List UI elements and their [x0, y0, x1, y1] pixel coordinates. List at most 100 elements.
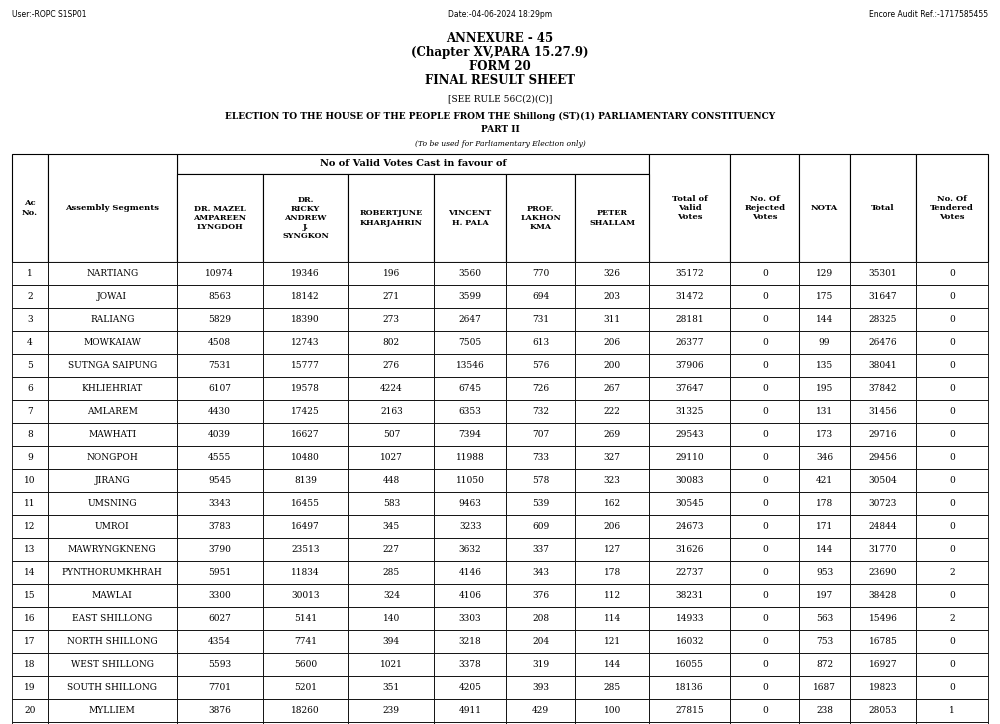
Text: 29110: 29110 — [675, 453, 704, 462]
Bar — [799, 354, 850, 377]
Text: 26377: 26377 — [675, 338, 704, 347]
Bar — [506, 584, 575, 607]
Bar — [48, 308, 177, 331]
Bar — [12, 515, 48, 538]
Bar — [177, 285, 263, 308]
Text: 5: 5 — [27, 361, 33, 370]
Text: 0: 0 — [762, 453, 768, 462]
Text: 121: 121 — [604, 637, 621, 646]
Bar — [348, 561, 434, 584]
Text: 0: 0 — [762, 499, 768, 508]
Text: 18142: 18142 — [291, 292, 320, 301]
Bar — [434, 423, 506, 446]
Text: 11050: 11050 — [456, 476, 485, 485]
Text: 99: 99 — [819, 338, 830, 347]
Text: 0: 0 — [949, 476, 955, 485]
Text: 23513: 23513 — [291, 545, 320, 554]
Text: Total: Total — [871, 204, 895, 212]
Bar — [177, 469, 263, 492]
Bar — [48, 722, 177, 724]
Text: 17: 17 — [24, 637, 36, 646]
Text: Date:-04-06-2024 18:29pm: Date:-04-06-2024 18:29pm — [448, 10, 552, 19]
Bar — [649, 653, 730, 676]
Text: 24844: 24844 — [869, 522, 897, 531]
Bar — [506, 331, 575, 354]
Bar — [730, 331, 799, 354]
Text: NARTIANG: NARTIANG — [86, 269, 138, 278]
Text: 238: 238 — [816, 706, 833, 715]
Bar — [799, 538, 850, 561]
Text: 31472: 31472 — [675, 292, 704, 301]
Text: 0: 0 — [762, 591, 768, 600]
Bar — [730, 515, 799, 538]
Text: 23690: 23690 — [869, 568, 897, 577]
Text: 29456: 29456 — [869, 453, 897, 462]
Bar — [799, 699, 850, 722]
Text: MOWKAIAW: MOWKAIAW — [83, 338, 141, 347]
Text: MAWLAI: MAWLAI — [92, 591, 133, 600]
Text: 13546: 13546 — [456, 361, 485, 370]
Bar — [850, 515, 916, 538]
Text: 753: 753 — [816, 637, 833, 646]
Text: 222: 222 — [604, 407, 621, 416]
Bar — [263, 699, 348, 722]
Text: 4146: 4146 — [459, 568, 482, 577]
Bar — [916, 308, 988, 331]
Text: 4: 4 — [27, 338, 33, 347]
Bar — [916, 561, 988, 584]
Text: (Chapter XV,PARA 15.27.9): (Chapter XV,PARA 15.27.9) — [411, 46, 589, 59]
Text: 135: 135 — [816, 361, 833, 370]
Text: 29716: 29716 — [869, 430, 897, 439]
Bar — [263, 354, 348, 377]
Text: 16032: 16032 — [675, 637, 704, 646]
Bar — [48, 469, 177, 492]
Text: 345: 345 — [383, 522, 400, 531]
Text: 0: 0 — [949, 430, 955, 439]
Text: 24673: 24673 — [675, 522, 704, 531]
Text: No of Valid Votes Cast in favour of: No of Valid Votes Cast in favour of — [320, 159, 506, 169]
Text: 7505: 7505 — [459, 338, 482, 347]
Text: 326: 326 — [604, 269, 621, 278]
Bar — [263, 584, 348, 607]
Text: SUTNGA SAIPUNG: SUTNGA SAIPUNG — [68, 361, 157, 370]
Text: 267: 267 — [604, 384, 621, 393]
Bar — [263, 492, 348, 515]
Bar — [48, 699, 177, 722]
Bar — [916, 331, 988, 354]
Text: 731: 731 — [532, 315, 549, 324]
Bar — [575, 423, 649, 446]
Text: 448: 448 — [383, 476, 400, 485]
Text: 15: 15 — [24, 591, 36, 600]
Bar — [177, 584, 263, 607]
Text: FORM 20: FORM 20 — [469, 60, 531, 73]
Bar — [263, 653, 348, 676]
Bar — [348, 492, 434, 515]
Bar — [575, 607, 649, 630]
Text: 273: 273 — [383, 315, 400, 324]
Bar — [730, 400, 799, 423]
Text: 0: 0 — [762, 614, 768, 623]
Text: DR. MAZEL
AMPAREEN
LYNGDOH: DR. MAZEL AMPAREEN LYNGDOH — [193, 205, 246, 231]
Text: 144: 144 — [816, 545, 833, 554]
Bar — [177, 676, 263, 699]
Bar — [850, 538, 916, 561]
Text: 0: 0 — [949, 361, 955, 370]
Text: 144: 144 — [604, 660, 621, 669]
Bar — [263, 446, 348, 469]
Text: 0: 0 — [949, 591, 955, 600]
Bar — [348, 400, 434, 423]
Bar — [177, 722, 263, 724]
Bar — [48, 285, 177, 308]
Bar — [48, 676, 177, 699]
Text: 0: 0 — [949, 453, 955, 462]
Text: 0: 0 — [949, 292, 955, 301]
Text: 4508: 4508 — [208, 338, 231, 347]
Text: 707: 707 — [532, 430, 549, 439]
Bar — [48, 154, 177, 262]
Bar — [348, 262, 434, 285]
Text: 206: 206 — [604, 522, 621, 531]
Text: 4106: 4106 — [459, 591, 482, 600]
Text: 0: 0 — [762, 430, 768, 439]
Text: DR.
RICKY
ANDREW
J.
SYNGKON: DR. RICKY ANDREW J. SYNGKON — [282, 195, 329, 240]
Text: 0: 0 — [762, 706, 768, 715]
